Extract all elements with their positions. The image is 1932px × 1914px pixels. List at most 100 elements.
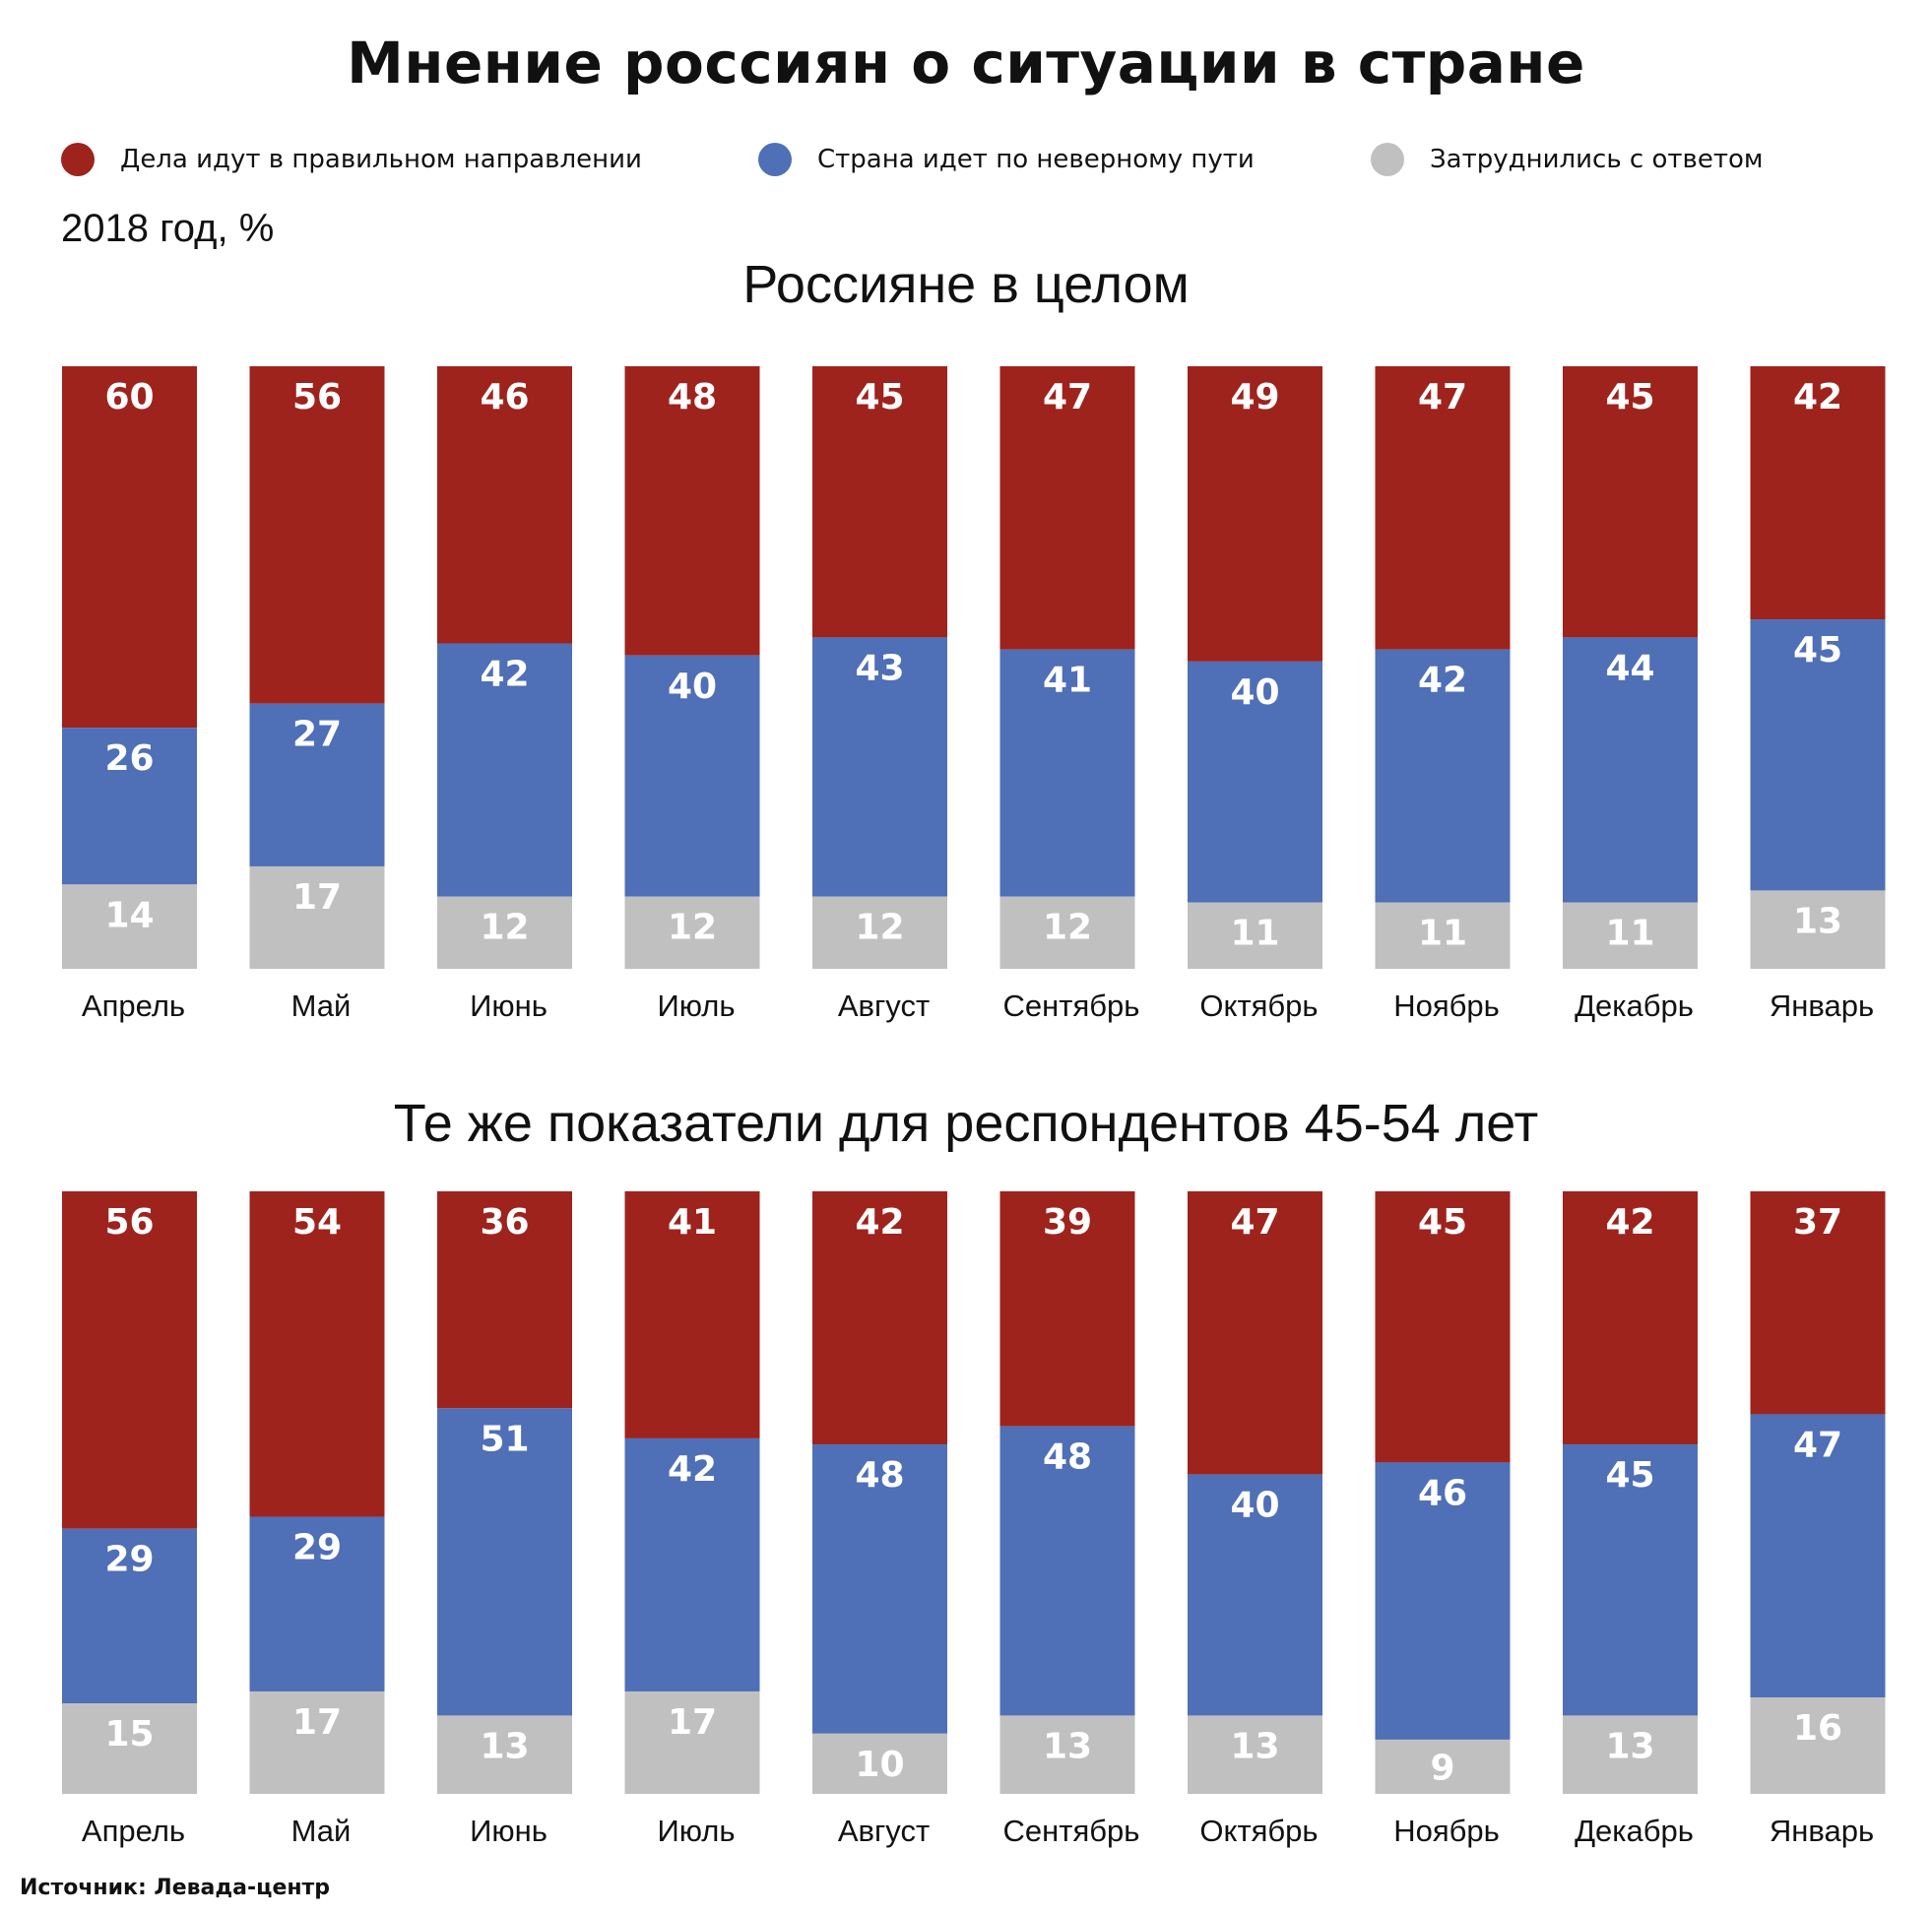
data-label-undecided: 13 bbox=[1230, 1726, 1279, 1766]
bar-right bbox=[1188, 1191, 1322, 1475]
bar-stack-7: 47 40 13 bbox=[1188, 1191, 1322, 1794]
bar-undecided bbox=[249, 1691, 385, 1794]
data-label-undecided: 11 bbox=[1418, 914, 1467, 954]
bar-undecided bbox=[1563, 1715, 1698, 1794]
data-label-right: 56 bbox=[104, 1202, 154, 1243]
bar-undecided bbox=[812, 1733, 947, 1794]
bar-stack-3: 46 42 12 bbox=[437, 366, 572, 969]
data-label-wrong: 40 bbox=[1230, 672, 1279, 713]
data-label-wrong: 42 bbox=[668, 1449, 717, 1490]
chart-respondents-45-54: 56 29 15 Апрель 54 29 17 Май 36 51 13 Июнь 41 42 17 Июл… bbox=[62, 1191, 1886, 1848]
legend-label-undecided: Затруднились с ответом bbox=[1430, 145, 1764, 174]
bar-stack-5: 45 43 12 bbox=[812, 366, 947, 969]
bar-wrong bbox=[437, 643, 572, 897]
data-label-wrong: 27 bbox=[292, 715, 342, 755]
panel-title-45-54: Те же показатели для респондентов 45-54 … bbox=[393, 1094, 1539, 1153]
bar-wrong bbox=[812, 1444, 947, 1734]
bar-undecided bbox=[999, 896, 1135, 969]
panel-title-all: Россияне в целом bbox=[742, 255, 1190, 314]
legend: Дела идут в правильном направлении Стран… bbox=[0, 143, 1932, 192]
bar-right bbox=[1188, 366, 1322, 662]
bar-undecided bbox=[62, 884, 197, 969]
x-tick-label: Август bbox=[838, 1814, 930, 1848]
bar-undecided bbox=[249, 865, 385, 969]
bar-right bbox=[62, 1191, 197, 1529]
data-label-undecided: 11 bbox=[1230, 914, 1279, 954]
data-label-undecided: 12 bbox=[668, 908, 717, 948]
x-tick-label: Июнь bbox=[470, 989, 547, 1023]
data-label-wrong: 26 bbox=[104, 738, 154, 779]
data-label-undecided: 17 bbox=[292, 1702, 342, 1743]
data-label-right: 47 bbox=[1230, 1202, 1279, 1243]
data-label-undecided: 11 bbox=[1605, 914, 1654, 954]
bar-stack-7: 49 40 11 bbox=[1188, 366, 1322, 969]
bar-wrong bbox=[1563, 1444, 1698, 1716]
bar-right bbox=[1563, 1191, 1698, 1445]
bar-undecided bbox=[624, 1691, 760, 1794]
data-label-undecided: 12 bbox=[855, 908, 904, 948]
bar-undecided bbox=[812, 896, 947, 969]
bar-undecided bbox=[624, 896, 760, 969]
data-label-wrong: 48 bbox=[855, 1455, 904, 1496]
x-tick-label: Июль bbox=[657, 989, 735, 1023]
bar-right bbox=[1563, 366, 1698, 638]
data-label-right: 45 bbox=[855, 377, 904, 417]
data-label-wrong: 29 bbox=[292, 1527, 342, 1567]
x-tick-label: Июнь bbox=[470, 1814, 547, 1848]
bar-stack-9: 42 45 13 bbox=[1563, 1191, 1698, 1794]
legend-item-right: Дела идут в правильном направлении bbox=[61, 143, 642, 176]
data-label-wrong: 42 bbox=[1418, 661, 1467, 701]
bar-right bbox=[1375, 366, 1511, 650]
data-label-undecided: 12 bbox=[480, 908, 529, 948]
data-label-undecided: 13 bbox=[1605, 1726, 1654, 1766]
x-tick-label: Сентябрь bbox=[1003, 989, 1140, 1023]
chart-all-russians: 60 26 14 Апрель 56 27 17 Май 46 42 12 Июнь 48 40 12 Июл… bbox=[62, 366, 1886, 1023]
data-label-right: 42 bbox=[855, 1202, 904, 1243]
x-tick-label: Ноябрь bbox=[1393, 989, 1500, 1023]
bar-wrong bbox=[1188, 1474, 1322, 1716]
bar-undecided bbox=[1563, 902, 1698, 969]
data-label-wrong: 40 bbox=[668, 667, 717, 707]
data-label-wrong: 43 bbox=[855, 648, 904, 688]
data-label-right: 46 bbox=[480, 377, 529, 417]
bar-stack-5: 42 48 10 bbox=[812, 1191, 947, 1794]
x-tick-label: Май bbox=[291, 1814, 352, 1848]
legend-label-wrong: Страна идет по неверному пути bbox=[817, 145, 1255, 174]
bar-wrong bbox=[624, 1437, 760, 1691]
data-label-undecided: 17 bbox=[668, 1702, 717, 1743]
x-tick-label: Август bbox=[838, 989, 930, 1023]
bar-right bbox=[812, 366, 947, 638]
data-label-undecided: 17 bbox=[292, 877, 342, 918]
bar-undecided bbox=[1188, 1715, 1322, 1794]
x-tick-label: Сентябрь bbox=[1003, 1814, 1140, 1848]
bar-undecided bbox=[1750, 890, 1886, 969]
bar-wrong bbox=[1750, 619, 1886, 891]
bar-stack-10: 42 45 13 bbox=[1750, 366, 1886, 969]
bar-right bbox=[624, 366, 760, 656]
x-tick-label: Декабрь bbox=[1575, 989, 1694, 1023]
bar-right bbox=[1375, 1191, 1511, 1463]
bar-wrong bbox=[1188, 661, 1322, 903]
data-label-right: 60 bbox=[104, 377, 154, 417]
data-label-undecided: 13 bbox=[1043, 1726, 1092, 1766]
bar-stack-8: 47 42 11 bbox=[1375, 366, 1511, 969]
data-label-wrong: 40 bbox=[1230, 1486, 1279, 1526]
bar-right bbox=[624, 1191, 760, 1438]
data-label-wrong: 46 bbox=[1418, 1473, 1467, 1513]
data-label-right: 49 bbox=[1230, 377, 1279, 417]
data-label-wrong: 44 bbox=[1605, 648, 1654, 688]
bar-right bbox=[249, 1191, 385, 1517]
bar-stack-6: 39 48 13 bbox=[999, 1191, 1135, 1794]
bar-undecided bbox=[1188, 902, 1322, 969]
bar-undecided bbox=[437, 1715, 572, 1794]
data-label-undecided: 13 bbox=[480, 1726, 529, 1766]
bar-undecided bbox=[1750, 1697, 1886, 1794]
bar-stack-3: 36 51 13 bbox=[437, 1191, 572, 1794]
bar-wrong bbox=[249, 703, 385, 866]
data-label-right: 42 bbox=[1793, 377, 1842, 417]
bar-right bbox=[999, 366, 1135, 650]
data-label-wrong: 29 bbox=[104, 1540, 154, 1580]
bar-wrong bbox=[1563, 637, 1698, 903]
bar-stack-1: 56 29 15 bbox=[62, 1191, 197, 1794]
bar-stack-1: 60 26 14 bbox=[62, 366, 197, 969]
